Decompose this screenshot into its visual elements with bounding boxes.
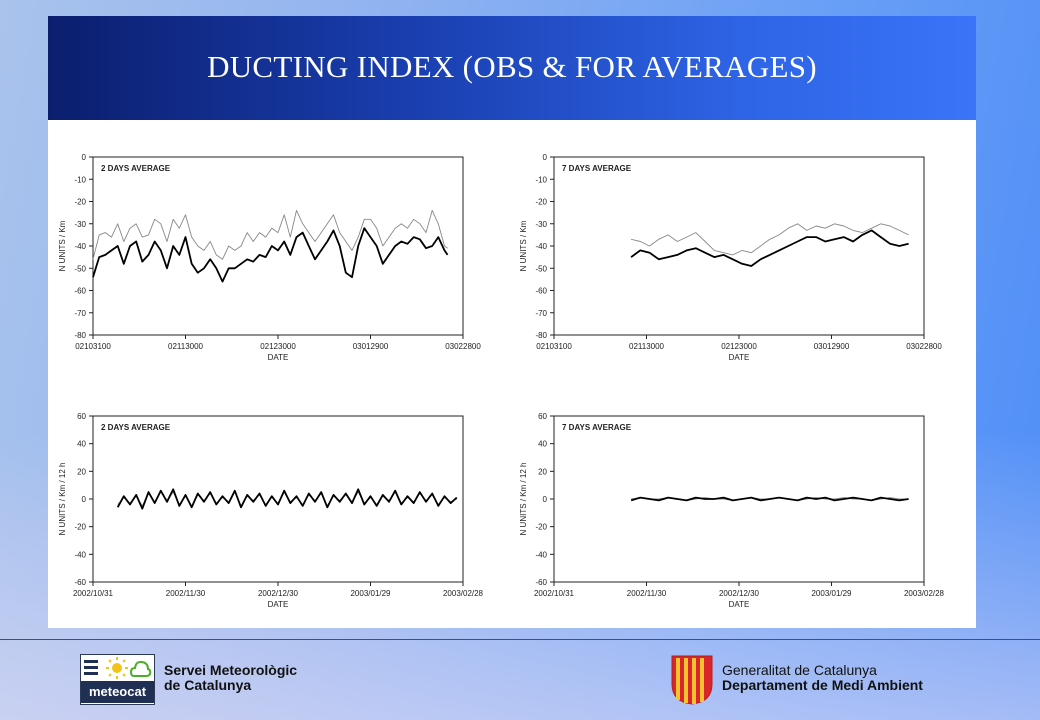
x-tick-label: 03022800 — [445, 342, 481, 351]
chart-title: 7 DAYS AVERAGE — [562, 423, 632, 432]
y-tick-label: -60 — [74, 287, 86, 296]
catalan-shield-icon — [671, 655, 713, 705]
y-tick-label: -50 — [74, 264, 86, 273]
x-tick-label: 2003/01/29 — [811, 589, 852, 598]
logo-wordmark: meteocat — [81, 681, 154, 703]
x-tick-label: 2002/11/30 — [627, 589, 667, 598]
y-tick-label: 40 — [77, 440, 86, 449]
x-tick-label: 02113000 — [168, 342, 204, 351]
x-tick-label: 02113000 — [629, 342, 665, 351]
x-tick-label: 2003/01/29 — [350, 589, 391, 598]
weather-icons — [84, 657, 152, 679]
title-bar: DUCTING INDEX (OBS & FOR AVERAGES) — [48, 16, 976, 120]
generalitat-logo — [670, 654, 714, 706]
series-observed-line — [116, 488, 458, 510]
series-observed-line — [630, 496, 909, 502]
y-tick-label: -30 — [74, 220, 86, 229]
meteocat-logo: meteocat — [80, 654, 155, 705]
y-tick-label: -60 — [535, 578, 547, 587]
chart-4: 60 40 20 0 -20 -40 -60 2002/10/31 2002/11/30 2002… — [519, 412, 945, 609]
x-tick-label: 02123000 — [260, 342, 296, 351]
slide-title: DUCTING INDEX (OBS & FOR AVERAGES) — [207, 49, 817, 84]
chart-2: 0 -10 -20 -30 -40 -50 -60 -70 -80 02103100 0211300… — [519, 153, 942, 362]
y-tick-label: -20 — [535, 523, 547, 532]
y-tick-label: -40 — [535, 242, 547, 251]
y-tick-label: -70 — [535, 309, 547, 318]
x-tick-label: 2003/02/28 — [904, 589, 945, 598]
x-tick-label: 2002/12/30 — [258, 589, 299, 598]
plot-frame — [92, 415, 464, 583]
y-tick-label: -40 — [74, 550, 86, 559]
left-org-line1: Servei Meteorològic — [164, 662, 298, 678]
x-tick-label: 03012900 — [353, 342, 389, 351]
y-tick-label: 0 — [82, 153, 87, 162]
y-axis-label: N UNITS / Km / 12 h — [519, 463, 528, 536]
cloud-icon — [129, 660, 152, 677]
right-org-line2: Departament de Medi Ambient — [722, 677, 923, 693]
sun-icon — [106, 657, 128, 679]
right-org-line1: Generalitat de Catalunya — [722, 662, 877, 678]
y-tick-label: -50 — [535, 264, 547, 273]
x-tick-label: 2002/12/30 — [719, 589, 760, 598]
y-tick-label: 60 — [77, 412, 86, 421]
x-tick-label: 03022800 — [906, 342, 942, 351]
y-tick-label: -20 — [535, 198, 547, 207]
y-tick-label: -20 — [74, 523, 86, 532]
y-axis-label: N UNITS / Km — [58, 220, 67, 271]
x-tick-label: 2002/10/31 — [73, 589, 114, 598]
chart-title: 7 DAYS AVERAGE — [562, 164, 632, 173]
right-organization: Generalitat de Catalunya Departament de … — [722, 663, 923, 693]
y-tick-label: -30 — [535, 220, 547, 229]
y-axis-label: N UNITS / Km / 12 h — [58, 463, 67, 536]
series-forecast-line — [92, 209, 448, 260]
chart-title: 2 DAYS AVERAGE — [101, 423, 171, 432]
chart-1: 0 -10 -20 -30 -40 -50 -60 -70 -80 02103100 0211300… — [58, 153, 481, 362]
series-forecast-line — [630, 223, 909, 256]
x-axis-label: DATE — [729, 600, 750, 609]
plot-frame — [553, 156, 925, 336]
y-tick-label: -20 — [74, 198, 86, 207]
y-tick-label: 60 — [538, 412, 547, 421]
y-tick-label: -80 — [535, 331, 547, 340]
x-axis-label: DATE — [268, 600, 289, 609]
chart-title: 2 DAYS AVERAGE — [101, 164, 171, 173]
plot-frame — [92, 156, 464, 336]
y-axis-label: N UNITS / Km — [519, 220, 528, 271]
y-tick-label: 0 — [82, 495, 87, 504]
x-tick-label: 2002/10/31 — [534, 589, 575, 598]
left-organization: Servei Meteorològic de Catalunya — [164, 663, 297, 693]
y-tick-label: -60 — [74, 578, 86, 587]
charts-svg: 0 -10 -20 -30 -40 -50 -60 -70 -80 02103100 0211300… — [58, 153, 945, 609]
x-tick-label: 2002/11/30 — [166, 589, 206, 598]
series-observed-line — [630, 229, 909, 267]
y-tick-label: 20 — [77, 467, 86, 476]
chart-panel: 0 -10 -20 -30 -40 -50 -60 -70 -80 02103100 0211300… — [48, 120, 976, 628]
series-observed-line — [92, 227, 449, 283]
y-tick-label: 20 — [538, 467, 547, 476]
wind-icon — [84, 660, 98, 675]
left-org-line2: de Catalunya — [164, 677, 252, 693]
x-axis-label: DATE — [729, 353, 750, 362]
y-tick-label: -60 — [535, 287, 547, 296]
y-tick-label: -40 — [535, 550, 547, 559]
x-tick-label: 02123000 — [721, 342, 757, 351]
y-tick-label: 0 — [543, 153, 548, 162]
x-tick-label: 2003/02/28 — [443, 589, 484, 598]
y-tick-label: -80 — [74, 331, 86, 340]
y-tick-label: -10 — [74, 175, 86, 184]
y-tick-label: -10 — [535, 175, 547, 184]
x-tick-label: 02103100 — [536, 342, 572, 351]
x-tick-label: 02103100 — [75, 342, 111, 351]
x-axis-label: DATE — [268, 353, 289, 362]
y-tick-label: 40 — [538, 440, 547, 449]
chart-3: 60 40 20 0 -20 -40 -60 2002/10/31 2002/11/30 2002… — [58, 412, 484, 609]
y-tick-label: -40 — [74, 242, 86, 251]
y-tick-label: 0 — [543, 495, 548, 504]
y-tick-label: -70 — [74, 309, 86, 318]
x-tick-label: 03012900 — [814, 342, 850, 351]
footer-divider — [0, 639, 1040, 640]
